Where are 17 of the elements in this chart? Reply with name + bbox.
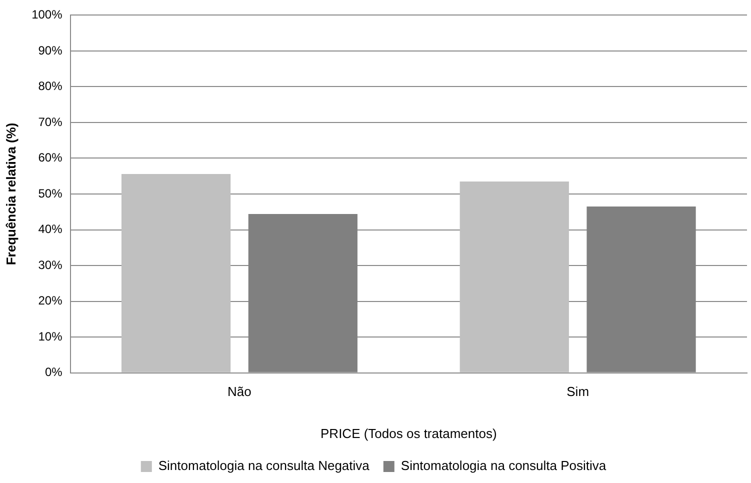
legend-label: Sintomatologia na consulta Positiva [400, 458, 607, 474]
y-tick-label: 100% [32, 8, 63, 22]
x-tick-label: Sim [566, 384, 590, 400]
legend-label: Sintomatologia na consulta Negativa [158, 458, 370, 474]
y-tick-label: 40% [38, 222, 63, 236]
y-tick-label: 10% [38, 329, 63, 344]
x-tick-label: Não [228, 384, 252, 400]
x-axis-title: PRICE (Todos os tratamentos) [320, 426, 497, 441]
y-axis-title: Frequência relativa (%) [3, 122, 18, 266]
y-tick-label: 60% [38, 150, 63, 165]
y-tick-label: 20% [38, 294, 63, 308]
y-tick-label: 80% [38, 79, 63, 94]
y-tick-label: 0% [44, 365, 63, 380]
y-tick-label: 50% [38, 186, 63, 200]
y-tick-label: 90% [38, 43, 63, 58]
y-tick-label: 30% [38, 258, 63, 272]
y-tick-label: 70% [38, 114, 63, 129]
